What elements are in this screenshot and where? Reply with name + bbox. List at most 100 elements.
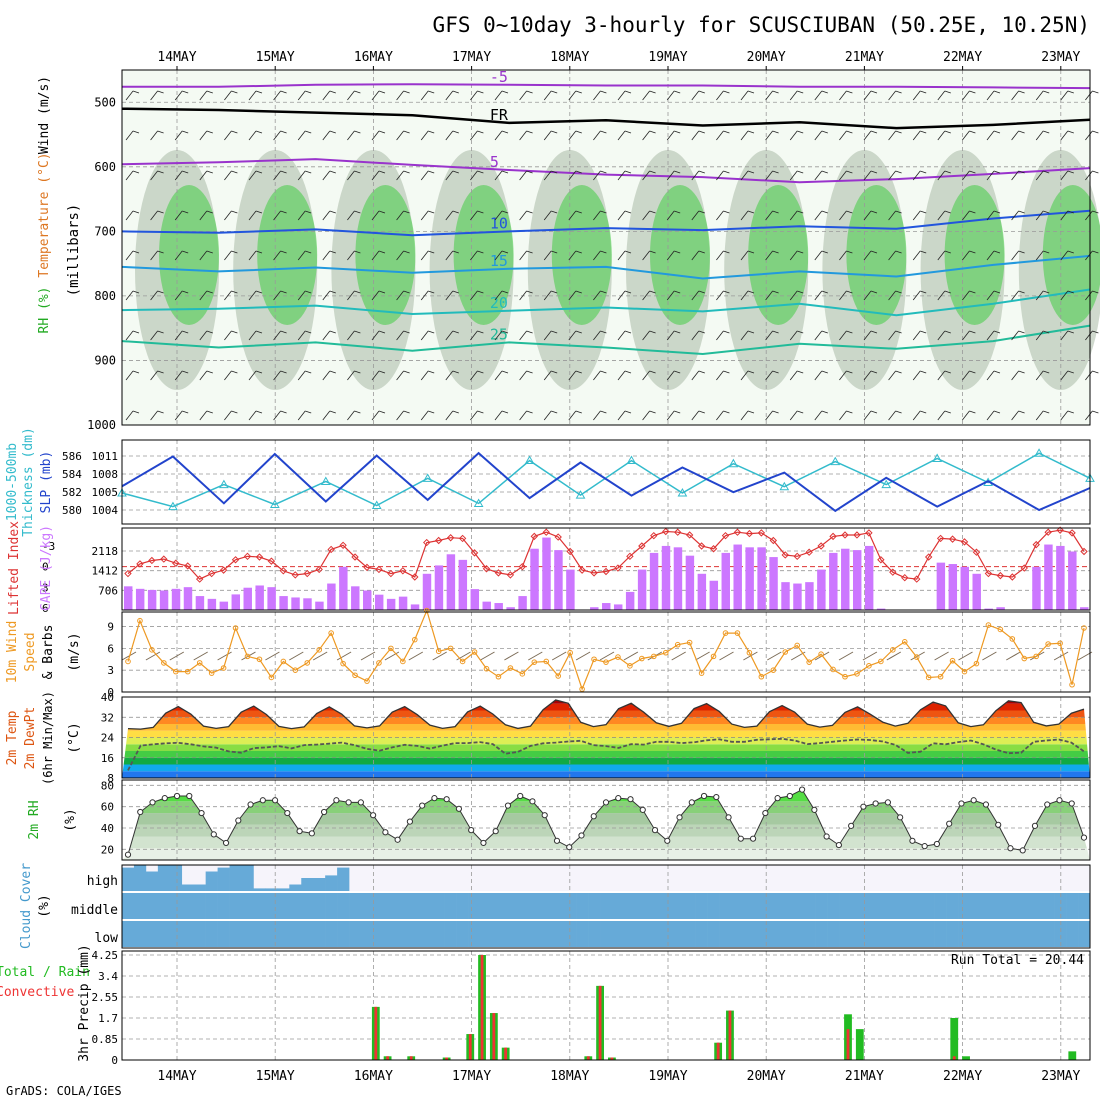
- wind-barb-flag: [870, 370, 878, 374]
- rh-marker: [137, 808, 144, 816]
- pressure-axis-label: (millibars): [66, 204, 82, 297]
- wind-speed-marker: [173, 668, 179, 675]
- wind-barb: [740, 410, 749, 421]
- lifted-index-marker: [972, 548, 981, 556]
- date-label-top: 16MAY: [354, 50, 393, 65]
- t2m-label-3: (6hr Min/Max): [41, 691, 55, 785]
- wind-barb: [863, 130, 872, 141]
- isotherm-line: [121, 107, 1091, 130]
- wind-barb: [347, 290, 355, 301]
- lifted-index-marker: [578, 566, 586, 574]
- wind-barb: [519, 210, 527, 221]
- temperature-band: [122, 771, 1090, 778]
- wind-barb-flag: [501, 410, 509, 414]
- wind-barb: [666, 290, 675, 301]
- lifted-index-marker: [709, 545, 718, 553]
- wind-barb-flag: [551, 250, 558, 254]
- cloud-cover-bar: [564, 893, 577, 919]
- wind-barb-flag: [1043, 90, 1050, 94]
- wind-barb: [297, 170, 306, 181]
- date-label-top: 17MAY: [452, 50, 491, 65]
- wind-speed-marker: [519, 671, 526, 677]
- cape-bar: [398, 596, 408, 610]
- wind-barb: [863, 170, 872, 181]
- wind-barb-flag: [305, 170, 312, 174]
- rh-marker: [897, 814, 904, 821]
- wind-barb: [863, 410, 872, 421]
- rh-marker: [480, 839, 487, 847]
- wind-tick-label: 9: [107, 621, 114, 634]
- wind-barb-flag: [870, 130, 878, 134]
- rh-marker: [884, 799, 891, 806]
- pressure-tick-label: 500: [94, 95, 116, 109]
- wind-speed-marker: [734, 630, 741, 636]
- wind-speed-marker: [400, 658, 406, 665]
- wind-barb-flag: [698, 370, 705, 374]
- wind-barb-flag: [1018, 290, 1025, 294]
- humidity-shading: [846, 185, 907, 325]
- cloud-cover-bar: [337, 921, 350, 947]
- wind-barb: [716, 370, 724, 381]
- cloud-frame: [121, 864, 1091, 949]
- wind-barb-flag: [280, 130, 287, 134]
- wind-barb-flag: [797, 290, 804, 294]
- rh-marker: [492, 828, 499, 835]
- wind-barb: [814, 170, 823, 181]
- wind-barb: [396, 370, 404, 381]
- wind-barb-flag: [624, 210, 632, 214]
- cloud-cover-bar: [145, 921, 159, 947]
- wind-barb-flag: [993, 90, 1001, 94]
- thickness-marker: [728, 458, 739, 468]
- wind-barb-flag: [870, 210, 878, 214]
- wind-barb: [617, 130, 626, 141]
- wind-barb-flag: [723, 130, 730, 134]
- wind10m-label-3: & Barbs: [41, 625, 56, 680]
- wind-barb-flag: [428, 90, 435, 94]
- rh-marker: [982, 801, 990, 808]
- wind-barb-flag: [132, 250, 140, 254]
- wind-barb: [617, 330, 626, 341]
- wind-barb-flag: [1092, 410, 1099, 414]
- lifted-index-marker: [1008, 573, 1017, 581]
- wind-speed-marker: [758, 673, 765, 680]
- wind-barb: [199, 250, 208, 261]
- wind-barb: [593, 130, 601, 141]
- thickness-marker: [269, 499, 280, 508]
- wind-speed-marker: [435, 648, 442, 655]
- rh-marker: [541, 812, 548, 819]
- rh-marker: [970, 797, 977, 804]
- cloud-cover-bar: [994, 893, 1007, 919]
- wind-barb: [347, 370, 355, 381]
- humidity-shading: [453, 185, 514, 325]
- isotherm-label: 15: [490, 252, 508, 270]
- wind-10m-barb: [1053, 651, 1069, 661]
- thickness-marker: [1034, 448, 1044, 457]
- wind-barb-flag: [674, 170, 681, 174]
- wind-barb: [839, 210, 847, 221]
- wind-barb: [691, 410, 700, 421]
- rh-marker: [259, 797, 266, 804]
- wind-barb-flag: [428, 290, 435, 294]
- wind-barb: [150, 290, 158, 301]
- wind-barb-flag: [1043, 210, 1050, 214]
- precip-tick-label: 0.85: [92, 1033, 119, 1046]
- lifted-index-marker: [817, 542, 825, 550]
- wind-barb-flag: [255, 90, 263, 94]
- rh-marker: [835, 841, 842, 849]
- wind-barb-flag: [329, 370, 336, 374]
- wind-barb: [888, 170, 896, 181]
- lifted-index-marker: [219, 566, 228, 574]
- wind-barb-flag: [649, 130, 656, 134]
- wind-barb: [1085, 90, 1093, 101]
- lifted-index-marker: [494, 569, 503, 577]
- wind-barb-flag: [575, 250, 582, 254]
- rh-tick-label: 40: [101, 822, 114, 835]
- wind-barb-flag: [182, 250, 189, 254]
- cloud-cover-bar: [325, 893, 338, 919]
- wind-barb: [839, 370, 847, 381]
- temp-tick-label: 8: [107, 772, 114, 785]
- cloud-cover-bar: [767, 921, 780, 947]
- wind-barb-flag: [674, 330, 681, 334]
- wind-barb-flag: [428, 170, 435, 174]
- wind-speed-marker: [662, 649, 669, 656]
